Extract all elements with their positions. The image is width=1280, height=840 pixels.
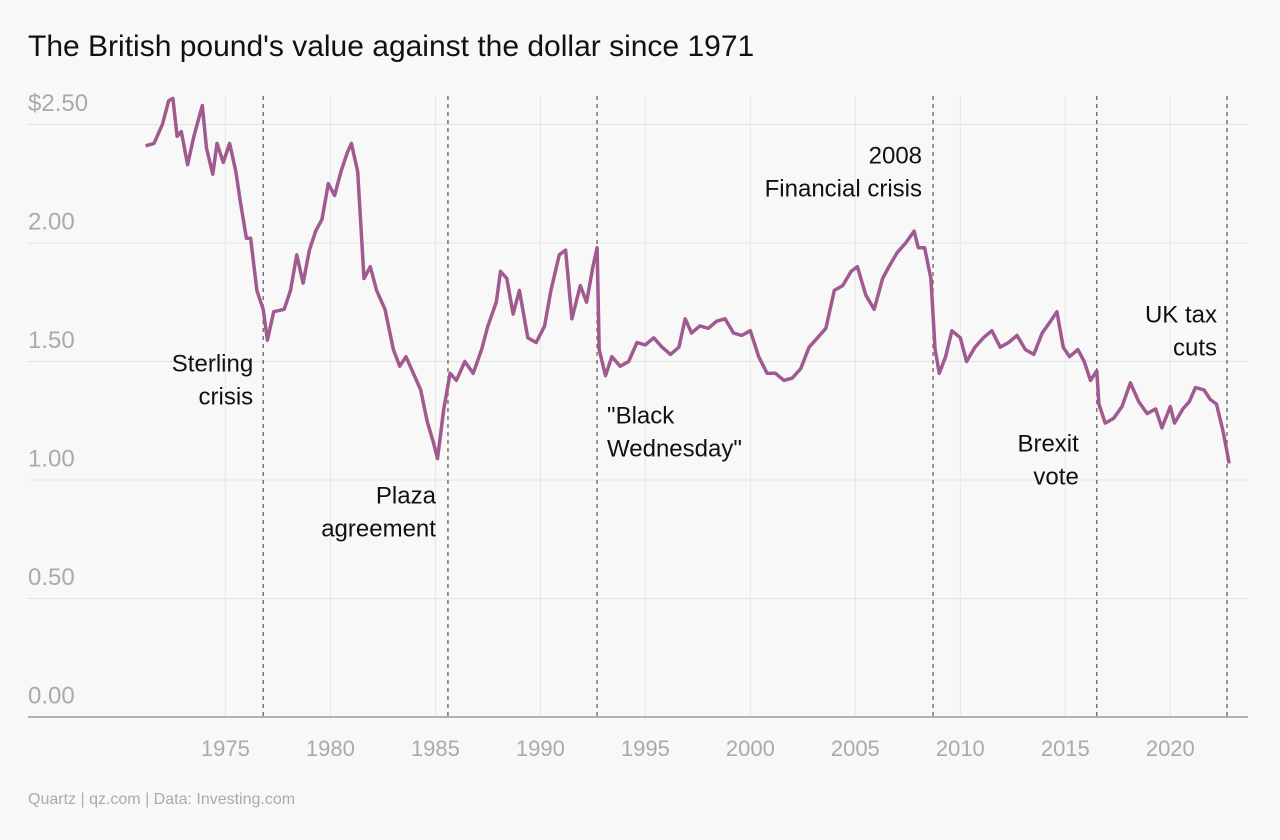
x-tick-label: 2010 [936, 736, 985, 761]
line-series [145, 96, 1231, 464]
x-tick-label: 1995 [621, 736, 670, 761]
annotation-text: crisis [199, 383, 254, 410]
y-tick-label: 0.00 [28, 682, 75, 709]
annotation-text: Brexit [1017, 430, 1079, 457]
y-tick-label: 2.00 [28, 208, 75, 235]
x-tick-label: 1980 [306, 736, 355, 761]
annotation-text: cuts [1173, 334, 1217, 361]
annotation-text: Plaza [376, 482, 437, 509]
chart-title: The British pound's value against the do… [28, 30, 754, 63]
x-tick-label: 1985 [411, 736, 460, 761]
annotation-text: Financial crisis [765, 175, 922, 202]
annotation-text: Wednesday" [607, 435, 742, 462]
annotation-text: agreement [321, 515, 436, 542]
x-tick-label: 1975 [201, 736, 250, 761]
annotation-text: "Black [607, 402, 675, 429]
x-tick-label: 2000 [726, 736, 775, 761]
y-tick-label: 1.00 [28, 445, 75, 472]
annotation-text: vote [1033, 463, 1078, 490]
annotation-text: Sterling [172, 350, 253, 377]
y-tick-label: $2.50 [28, 90, 88, 117]
y-tick-label: 0.50 [28, 564, 75, 591]
x-tick-label: 1990 [516, 736, 565, 761]
annotation-text: UK tax [1145, 301, 1217, 328]
y-tick-label: 1.50 [28, 327, 75, 354]
x-tick-label: 2015 [1041, 736, 1090, 761]
x-tick-label: 2005 [831, 736, 880, 761]
source: Quartz | qz.com | Data: Investing.com [28, 791, 295, 808]
annotation-text: 2008 [869, 142, 922, 169]
x-tick-label: 2020 [1146, 736, 1195, 761]
